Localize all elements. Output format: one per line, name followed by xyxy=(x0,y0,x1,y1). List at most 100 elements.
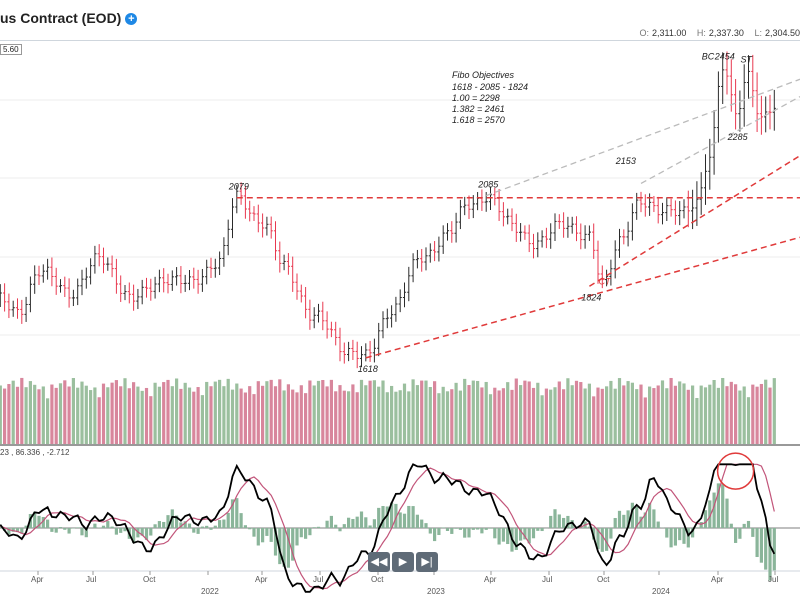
time-tick-label: Apr xyxy=(484,575,497,584)
volume-bar xyxy=(123,378,127,444)
volume-bar xyxy=(381,380,385,444)
macd-histogram-bar xyxy=(699,522,703,528)
volume-bar xyxy=(282,390,286,444)
macd-histogram-bar xyxy=(592,528,596,540)
price-annotation: 2085 xyxy=(477,180,499,190)
symbol-title: us Contract (EOD) + xyxy=(0,10,138,26)
low-value: 2,304.50 xyxy=(764,28,800,38)
macd-histogram-bar xyxy=(450,528,454,534)
macd-histogram-bar xyxy=(377,507,381,528)
volume-bar xyxy=(41,386,45,444)
macd-histogram-bar xyxy=(566,515,570,528)
volume-bar xyxy=(703,387,708,444)
price-annotation: BC xyxy=(702,51,715,61)
volume-bar xyxy=(729,381,733,444)
macd-histogram-bar xyxy=(209,528,213,530)
macd-histogram-bar xyxy=(71,528,75,529)
macd-histogram-bar xyxy=(218,520,222,528)
macd-histogram-bar xyxy=(67,528,71,534)
price-annotation: 2079 xyxy=(228,182,249,192)
volume-bar xyxy=(299,385,303,444)
add-comparison-icon[interactable]: + xyxy=(125,13,138,26)
time-tick-label: 2024 xyxy=(652,587,670,596)
volume-bar xyxy=(415,385,419,444)
volume-bar xyxy=(476,380,480,444)
macd-histogram-bar xyxy=(656,521,660,528)
volume-bar xyxy=(338,385,342,444)
volume-bar xyxy=(764,379,768,444)
macd-histogram-bar xyxy=(213,525,217,528)
volume-bar xyxy=(759,383,763,444)
macd-histogram-bar xyxy=(433,528,437,542)
volume-bar xyxy=(402,383,407,444)
price-annotation: ST xyxy=(741,55,754,65)
macd-histogram-bar xyxy=(562,517,566,528)
volume-bar xyxy=(20,377,24,444)
volume-bar xyxy=(497,390,501,444)
macd-histogram-bar xyxy=(235,498,239,528)
macd-histogram-bar xyxy=(527,528,531,544)
macd-histogram-bar xyxy=(140,528,144,536)
volume-bar xyxy=(226,378,230,444)
volume-bar xyxy=(540,395,544,444)
volume-bar xyxy=(553,387,557,444)
macd-histogram-bar xyxy=(342,524,346,528)
volume-bar xyxy=(592,396,596,444)
fibo-line: 1618 - 2085 - 1824 xyxy=(452,82,528,92)
volume-bar xyxy=(213,381,217,444)
macd-histogram-bar xyxy=(385,506,389,528)
macd-histogram-bar xyxy=(76,527,80,528)
macd-histogram-bar xyxy=(183,521,187,528)
macd-histogram-bar xyxy=(372,519,376,528)
macd-histogram-bar xyxy=(772,528,776,571)
scroll-end-button[interactable]: ▶| xyxy=(416,552,438,572)
volume-bar xyxy=(187,387,192,444)
macd-histogram-bar xyxy=(84,528,88,538)
fibo-line: 1.618 = 2570 xyxy=(452,115,505,125)
volume-bar xyxy=(463,378,467,444)
price-tag: 5.60 xyxy=(0,44,22,55)
macd-histogram-bar xyxy=(20,528,24,534)
volume-bar xyxy=(235,383,239,444)
macd-histogram-bar xyxy=(46,519,50,528)
volume-bar xyxy=(433,381,437,444)
volume-bar xyxy=(58,383,63,444)
volume-bar xyxy=(751,384,755,444)
macd-histogram-bar xyxy=(501,528,505,542)
volume-bar xyxy=(127,388,131,444)
macd-histogram-bar xyxy=(119,528,123,533)
volume-bar xyxy=(394,391,398,444)
volume-bar xyxy=(252,394,256,444)
volume-bar xyxy=(359,379,364,444)
volume-bar xyxy=(334,391,338,444)
macd-histogram-bar xyxy=(295,528,299,546)
macd-histogram-bar xyxy=(93,523,97,528)
volume-bar xyxy=(605,386,609,444)
macd-histogram-bar xyxy=(325,520,329,528)
time-tick-label: 2023 xyxy=(427,587,445,596)
macd-histogram-bar xyxy=(329,515,333,528)
macd-histogram-bar xyxy=(635,506,639,528)
volume-bar xyxy=(243,392,247,444)
macd-histogram-bar xyxy=(445,528,450,531)
volume-bar xyxy=(445,391,450,444)
scroll-back-button[interactable]: ◀◀ xyxy=(368,552,390,572)
volume-bar xyxy=(566,378,570,444)
play-button[interactable]: ▶ xyxy=(392,552,414,572)
macd-histogram-bar xyxy=(347,517,351,528)
time-tick-label: Apr xyxy=(711,575,724,584)
macd-histogram-bar xyxy=(15,528,20,533)
volume-bar xyxy=(196,387,200,444)
macd-histogram-bar xyxy=(553,509,557,528)
volume-bar xyxy=(454,382,458,444)
macd-histogram-bar xyxy=(605,528,609,551)
volume-bar xyxy=(286,384,290,444)
macd-histogram-bar xyxy=(175,515,179,528)
volume-bar xyxy=(643,397,647,444)
open-value: 2,311.00 xyxy=(651,28,687,38)
macd-histogram-bar xyxy=(110,526,114,528)
macd-histogram-bar xyxy=(630,502,634,528)
volume-bar xyxy=(67,386,71,444)
volume-bar xyxy=(716,387,720,444)
